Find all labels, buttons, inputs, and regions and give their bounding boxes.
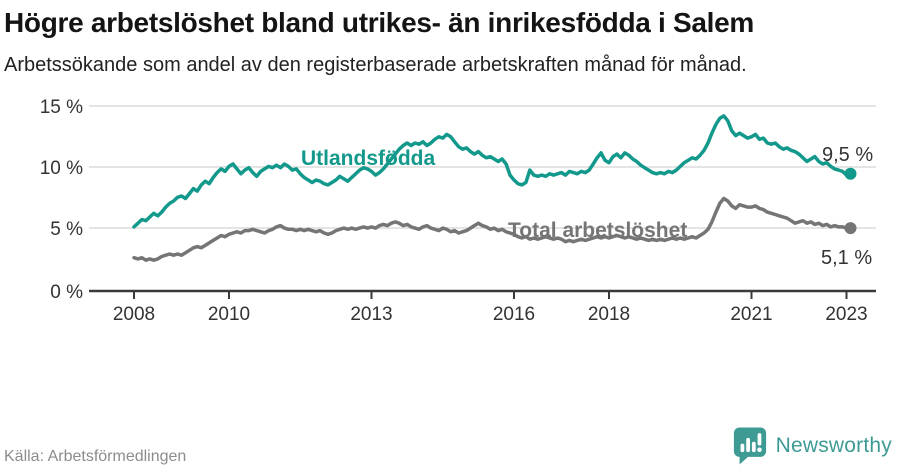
x-tick-label-2021: 2021 bbox=[730, 304, 772, 325]
x-axis-ticks bbox=[133, 291, 848, 300]
series-line-utlandsfodda bbox=[132, 114, 853, 229]
series-label-utlandsfodda: Utlandsfödda bbox=[301, 147, 435, 170]
series-end-dot-total bbox=[844, 222, 857, 235]
newsworthy-brand-name: Newsworthy bbox=[775, 433, 892, 457]
line-chart: 15 % 10 % 5 % 0 % 2008 2010 2013 2016 20… bbox=[40, 97, 876, 325]
page-title: Högre arbetslöshet bland utrikes- än inr… bbox=[4, 7, 754, 38]
newsworthy-brand: Newsworthy bbox=[732, 425, 892, 466]
x-tick-label-2008: 2008 bbox=[113, 304, 155, 325]
end-value-label-total: 5,1 % bbox=[821, 247, 872, 269]
x-tick-label-2016: 2016 bbox=[493, 304, 535, 325]
series-end-dot-utlandsfodda bbox=[844, 167, 857, 180]
y-tick-label-15: 15 % bbox=[40, 97, 83, 118]
chart-footer: Källa: Arbetsförmedlingen Newsworthy bbox=[4, 425, 892, 468]
x-tick-label-2018: 2018 bbox=[588, 304, 630, 325]
chart-subtitle: Arbetssökande som andel av den registerb… bbox=[4, 54, 747, 77]
series-line-total bbox=[132, 196, 853, 262]
series-label-total: Total arbetslöshet bbox=[508, 219, 687, 242]
y-tick-label-5: 5 % bbox=[50, 219, 83, 240]
y-tick-label-10: 10 % bbox=[40, 158, 83, 179]
newsworthy-logo-icon bbox=[733, 427, 766, 465]
x-tick-label-2013: 2013 bbox=[350, 304, 392, 325]
y-tick-label-0: 0 % bbox=[50, 282, 83, 303]
source-credit: Källa: Arbetsförmedlingen bbox=[4, 448, 187, 465]
x-tick-label-2023: 2023 bbox=[825, 304, 867, 325]
x-tick-label-2010: 2010 bbox=[208, 304, 250, 325]
end-value-label-utlandsfodda: 9,5 % bbox=[822, 144, 873, 166]
